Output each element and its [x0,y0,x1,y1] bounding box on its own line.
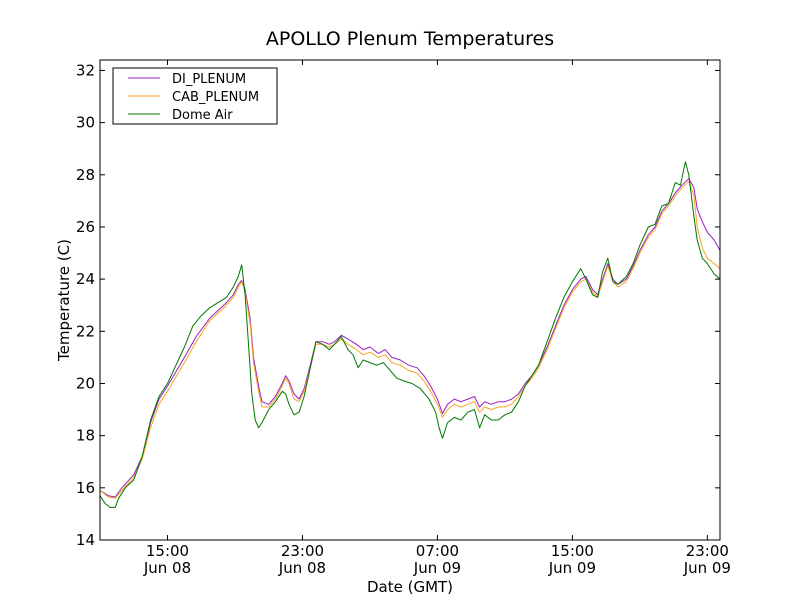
legend-label: Dome Air [172,108,233,123]
series-line-dome-air [100,161,720,508]
x-tick-label-time: 15:00 [551,542,594,560]
x-tick-label-date: Jun 08 [143,559,191,577]
y-tick-label: 30 [76,114,95,132]
y-tick-label: 20 [76,374,95,392]
y-tick-label: 18 [76,427,95,445]
y-axis-label: Temperature (C) [55,239,73,362]
x-tick-label-time: 15:00 [146,542,189,560]
y-tick-label: 14 [76,531,95,549]
plot-frame [99,59,721,541]
x-tick-label-date: Jun 09 [683,559,731,577]
series-line-cab-plenum [100,180,720,499]
y-tick-label: 16 [76,479,95,497]
x-tick-label-time: 23:00 [281,542,324,560]
y-tick-label: 22 [76,322,95,340]
y-tick-label: 32 [76,61,95,79]
x-tick-label-time: 23:00 [686,542,729,560]
y-tick-label: 26 [76,218,95,236]
legend-label: CAB_PLENUM [172,90,259,105]
legend: DI_PLENUM CAB_PLENUM Dome Air [112,67,278,125]
y-tick-label: 28 [76,166,95,184]
y-tick-label: 24 [76,270,95,288]
x-tick-label-time: 07:00 [416,542,459,560]
legend-label: DI_PLENUM [172,72,246,87]
x-tick-label-date: Jun 09 [548,559,596,577]
x-axis-label: Date (GMT) [367,578,453,596]
chart-title: APOLLO Plenum Temperatures [266,28,554,50]
x-tick-label-date: Jun 08 [278,559,326,577]
series-layer [100,161,720,508]
x-tick-label-date: Jun 09 [413,559,461,577]
